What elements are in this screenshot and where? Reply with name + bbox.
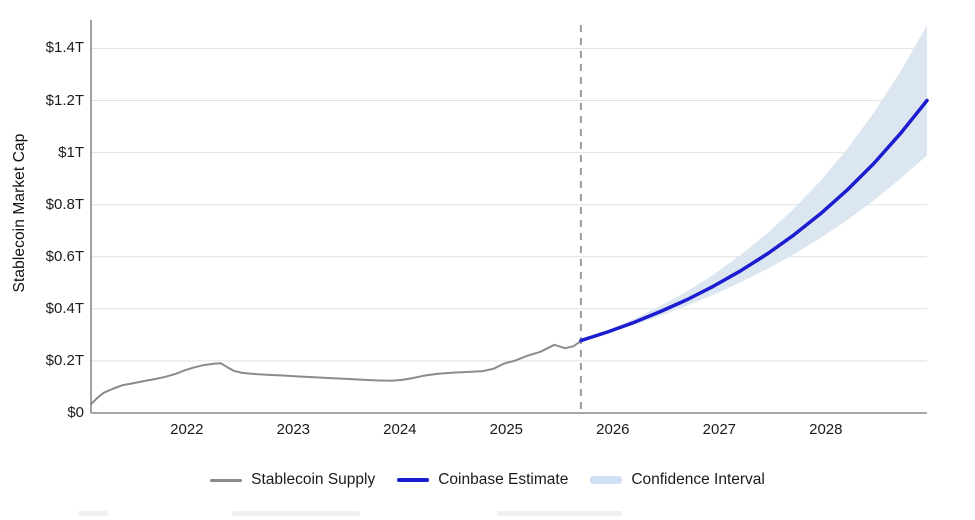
legend-swatch-icon <box>210 478 243 482</box>
legend-label: Confidence Interval <box>631 471 765 488</box>
legend-swatch-icon <box>590 476 623 484</box>
x-tick-label: 2027 <box>702 421 737 438</box>
y-tick-label: $1.2T <box>45 91 84 109</box>
y-tick-label: $0.8T <box>45 195 84 213</box>
legend-item-confidence-interval: Confidence Interval <box>590 471 765 489</box>
legend-item-coinbase-estimate: Coinbase Estimate <box>397 471 568 489</box>
cropped-footnote-fragment <box>497 511 622 516</box>
y-tick-label: $0.2T <box>45 351 84 369</box>
x-tick-label: 2024 <box>383 421 417 438</box>
y-tick-label: $1T <box>58 143 84 161</box>
x-tick-label: 2028 <box>809 421 843 438</box>
x-tick-label: 2022 <box>170 421 204 438</box>
legend-swatch-icon <box>397 478 430 482</box>
y-tick-label: $0.4T <box>45 299 84 317</box>
legend: Stablecoin Supply Coinbase Estimate Confid… <box>0 470 975 490</box>
cropped-footnote-fragment <box>232 511 360 516</box>
x-tick-label: 2025 <box>489 421 524 438</box>
y-tick-label: $0 <box>67 404 84 421</box>
cropped-footnote-fragment <box>78 511 108 516</box>
x-tick-label: 2023 <box>276 421 311 438</box>
history-line <box>90 340 582 406</box>
y-tick-label: $1.4T <box>45 39 84 57</box>
forecast-line <box>579 98 929 343</box>
legend-label: Stablecoin Supply <box>251 471 376 488</box>
legend-item-stablecoin-supply: Stablecoin Supply <box>210 471 375 489</box>
y-tick-label: $0.6T <box>45 247 84 265</box>
x-tick-label: 2026 <box>596 421 630 438</box>
legend-label: Coinbase Estimate <box>438 471 569 488</box>
confidence-band <box>580 25 927 341</box>
